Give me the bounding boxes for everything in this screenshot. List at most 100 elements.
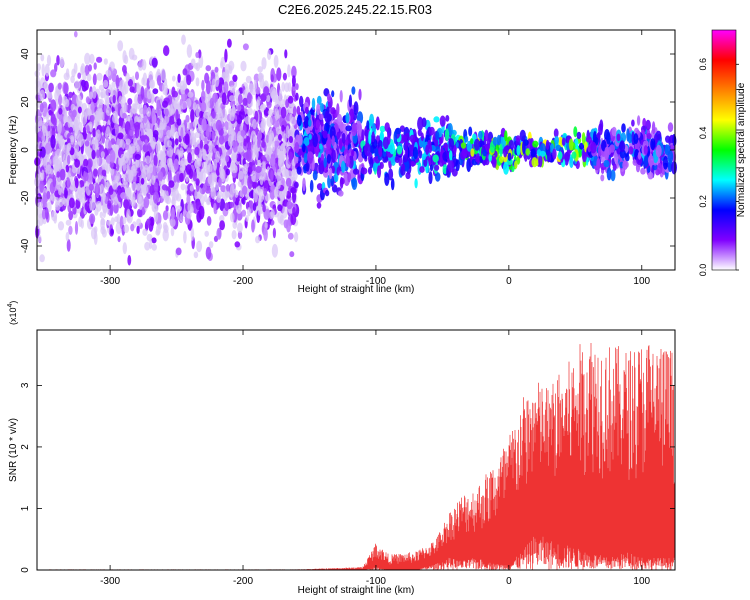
heatmap-cell: [491, 156, 497, 168]
heatmap-cell: [110, 168, 115, 176]
heatmap-cell: [232, 74, 238, 83]
heatmap-cell: [388, 168, 394, 181]
heatmap-cell: [37, 202, 43, 209]
heatmap-cell: [63, 82, 69, 95]
heatmap-cell: [151, 243, 157, 251]
heatmap-cell: [224, 48, 228, 63]
colorbar-gradient: [711, 29, 737, 271]
heatmap-cell: [342, 123, 348, 136]
heatmap-cell: [177, 73, 181, 84]
heatmap-cell: [166, 157, 173, 168]
top-y-tick-label: 20: [20, 96, 31, 108]
heatmap-cell: [404, 139, 409, 147]
heatmap-cell: [266, 116, 273, 128]
heatmap-cell: [134, 126, 140, 139]
heatmap-cell: [95, 129, 101, 142]
heatmap-cell: [429, 164, 434, 172]
heatmap-cell: [55, 195, 59, 208]
heatmap-cell: [552, 148, 557, 160]
heatmap-cell: [274, 98, 280, 108]
heatmap-cell: [289, 251, 295, 258]
heatmap-cell: [68, 225, 73, 235]
heatmap-cell: [122, 112, 127, 119]
heatmap-cell: [672, 135, 677, 147]
heatmap-cell: [330, 107, 336, 115]
heatmap-cell: [461, 145, 468, 158]
heatmap-cell: [516, 155, 521, 165]
heatmap-cell: [264, 151, 268, 158]
heatmap-cell: [329, 126, 336, 140]
top-y-tick-label: -20: [20, 190, 31, 205]
heatmap-cell: [155, 142, 160, 155]
heatmap-cell: [179, 147, 184, 157]
heatmap-cell: [494, 150, 498, 158]
heatmap-cell: [478, 130, 483, 140]
heatmap-cell: [287, 232, 294, 240]
heatmap-cell: [190, 109, 195, 123]
heatmap-cell: [72, 166, 77, 174]
heatmap-cell: [516, 144, 521, 156]
heatmap-cell: [118, 95, 123, 105]
heatmap-cell: [371, 123, 376, 133]
heatmap-cell: [281, 81, 286, 92]
heatmap-cell: [303, 152, 308, 164]
heatmap-cell: [166, 129, 172, 139]
heatmap-cell: [142, 143, 149, 153]
heatmap-cell: [371, 131, 375, 143]
heatmap-cell: [63, 72, 70, 81]
heatmap-cell: [396, 145, 403, 155]
heatmap-cell: [270, 90, 278, 100]
heatmap-cell: [369, 113, 375, 127]
heatmap-cell: [252, 136, 258, 150]
heatmap-cell: [207, 174, 214, 186]
heatmap-cell: [351, 177, 358, 190]
heatmap-cell: [195, 52, 200, 58]
heatmap-cell: [180, 157, 186, 167]
heatmap-cell: [96, 72, 103, 81]
heatmap-cell: [213, 202, 217, 212]
heatmap-cell: [290, 116, 297, 126]
heatmap-cell: [57, 93, 63, 106]
top-x-axis-label: Height of straight line (km): [298, 284, 415, 295]
heatmap-cell: [610, 169, 616, 182]
heatmap-cell: [331, 149, 336, 163]
heatmap-cell: [265, 94, 271, 103]
heatmap-cell: [561, 137, 566, 146]
heatmap-cell: [67, 154, 71, 165]
heatmap-cell: [319, 103, 325, 113]
heatmap-cell: [547, 150, 551, 163]
heatmap-cell: [320, 160, 325, 172]
heatmap-cell: [268, 134, 273, 146]
heatmap-cell: [237, 93, 243, 105]
heatmap-cell: [238, 170, 244, 180]
heatmap-cell: [219, 220, 226, 231]
heatmap-cell: [152, 203, 158, 212]
heatmap-cell: [84, 52, 91, 65]
heatmap-cell: [447, 160, 455, 173]
heatmap-cell: [46, 111, 50, 124]
heatmap-cell: [665, 135, 671, 143]
heatmap-cell: [169, 115, 175, 125]
heatmap-cell: [573, 126, 578, 138]
heatmap-cell: [93, 168, 98, 177]
heatmap-cell: [60, 149, 65, 161]
heatmap-cell: [151, 237, 157, 244]
heatmap-cell: [225, 184, 231, 192]
heatmap-cell: [433, 116, 440, 123]
top-x-ticks: -300 -200 -100 0 100: [100, 30, 651, 287]
heatmap-cell: [167, 169, 172, 184]
heatmap-cell: [66, 177, 71, 188]
heatmap-cell: [75, 198, 81, 210]
heatmap-cell: [162, 222, 168, 231]
heatmap-cell: [525, 148, 530, 156]
heatmap-cell: [187, 91, 194, 98]
heatmap-cell: [320, 153, 324, 162]
heatmap-cell: [311, 97, 316, 111]
heatmap-cell: [227, 38, 232, 48]
heatmap-cell: [428, 144, 433, 153]
heatmap-cell: [76, 152, 82, 160]
heatmap-cell: [95, 200, 102, 212]
heatmap-cell: [569, 156, 574, 169]
heatmap-cell: [278, 134, 282, 141]
